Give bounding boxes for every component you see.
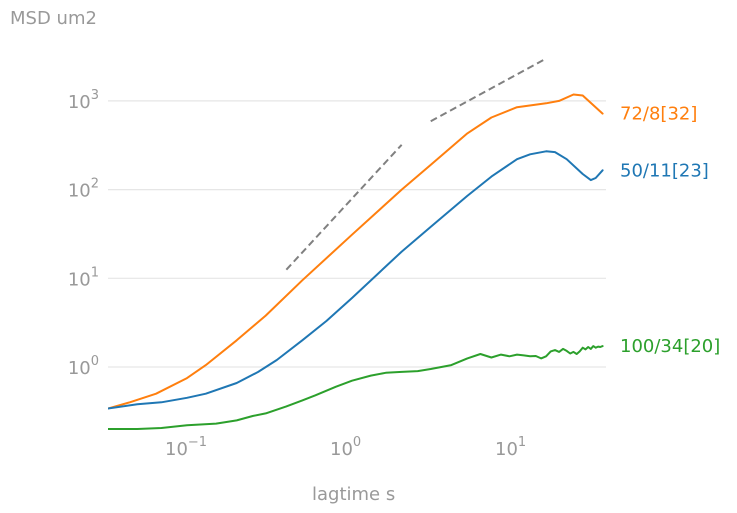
series-line <box>108 150 604 410</box>
x-tick-label: 100 <box>330 435 361 460</box>
reference-lines <box>285 57 547 271</box>
series-labels: 72/8[32] 50/11[23] 100/34[20] <box>620 104 720 358</box>
series-label: 100/34[20] <box>620 336 720 357</box>
grid-lines <box>108 100 606 368</box>
y-tick-label: 102 <box>68 177 99 202</box>
x-tick-labels: 10−1 100 101 <box>165 435 526 460</box>
y-tick-labels: 100 101 102 103 <box>68 88 99 379</box>
series-line <box>108 93 604 410</box>
x-axis-label: lagtime s <box>312 484 396 505</box>
y-tick-label: 101 <box>68 265 99 290</box>
x-tick-label: 10−1 <box>165 435 207 460</box>
y-axis-label: MSD um2 <box>10 8 97 29</box>
series-label: 50/11[23] <box>620 160 709 181</box>
series-lines <box>108 93 604 430</box>
reference-slope-line <box>285 144 403 271</box>
series-label: 72/8[32] <box>620 104 697 125</box>
x-tick-label: 101 <box>495 435 526 460</box>
y-tick-label: 100 <box>68 354 99 379</box>
reference-slope-line <box>430 57 547 123</box>
series-line <box>108 345 604 430</box>
y-tick-label: 103 <box>68 88 99 113</box>
